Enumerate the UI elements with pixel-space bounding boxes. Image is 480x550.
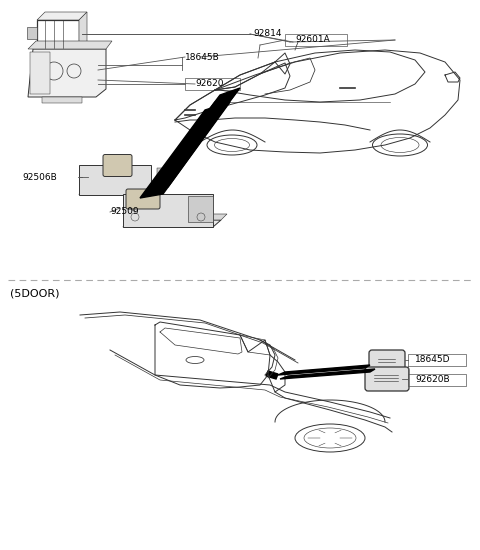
FancyBboxPatch shape <box>157 168 165 182</box>
Text: 92620B: 92620B <box>415 376 450 384</box>
Polygon shape <box>37 12 87 20</box>
Text: 92814: 92814 <box>253 30 281 38</box>
Polygon shape <box>123 220 221 227</box>
Polygon shape <box>140 102 230 198</box>
Polygon shape <box>148 94 235 192</box>
Polygon shape <box>79 164 151 195</box>
FancyBboxPatch shape <box>27 27 37 39</box>
Text: 92509: 92509 <box>110 207 139 217</box>
Polygon shape <box>152 88 240 185</box>
Polygon shape <box>79 190 157 195</box>
Polygon shape <box>278 365 370 375</box>
Text: 92506B: 92506B <box>22 173 57 182</box>
Text: 18645D: 18645D <box>415 355 451 365</box>
Polygon shape <box>79 12 87 48</box>
Text: 18645B: 18645B <box>185 52 220 62</box>
Polygon shape <box>266 371 278 379</box>
Polygon shape <box>129 214 227 220</box>
FancyBboxPatch shape <box>365 367 409 391</box>
Text: (5DOOR): (5DOOR) <box>10 289 60 299</box>
Text: 92620: 92620 <box>195 80 224 89</box>
FancyBboxPatch shape <box>126 189 160 209</box>
Polygon shape <box>280 369 375 379</box>
Text: 92601A: 92601A <box>295 36 330 45</box>
Polygon shape <box>123 194 213 227</box>
Polygon shape <box>42 97 82 103</box>
FancyBboxPatch shape <box>103 155 132 177</box>
FancyBboxPatch shape <box>188 196 213 222</box>
Polygon shape <box>28 49 106 97</box>
Polygon shape <box>83 184 163 190</box>
FancyBboxPatch shape <box>30 52 50 94</box>
FancyBboxPatch shape <box>369 350 405 370</box>
Polygon shape <box>28 41 112 49</box>
